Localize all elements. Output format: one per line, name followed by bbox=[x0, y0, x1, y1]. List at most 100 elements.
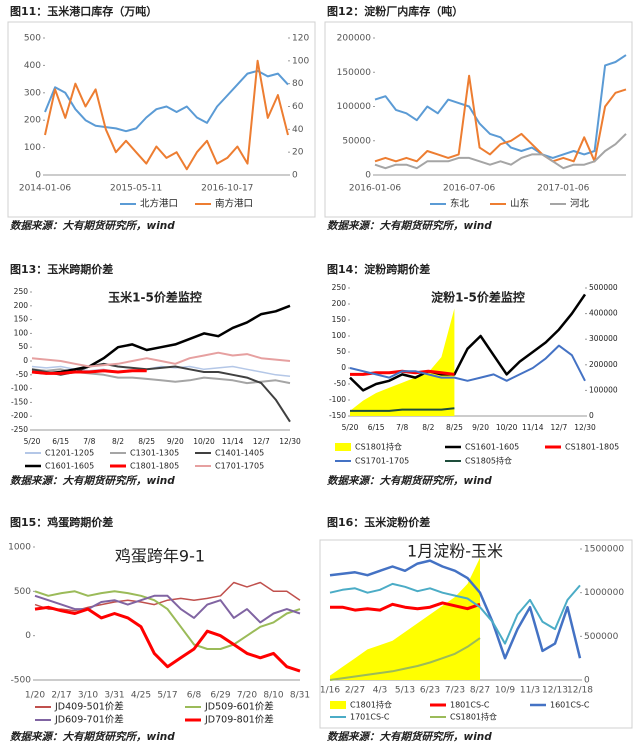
x-tick-label: 2017-01-06 bbox=[537, 184, 590, 194]
line bbox=[34, 605, 301, 673]
y2-tick-label: 1500000 bbox=[584, 545, 624, 555]
legend-label: C1401-1405 bbox=[215, 449, 264, 458]
x-tick-label: 6/23 bbox=[420, 686, 440, 696]
chart-title: 图15：鸡蛋跨期价差 bbox=[10, 515, 113, 529]
y-tick-label: -50 bbox=[16, 370, 28, 379]
chart-title: 图16：玉米淀粉价差 bbox=[327, 515, 430, 529]
line bbox=[31, 369, 147, 375]
y-tick-label: 100000 bbox=[337, 102, 372, 112]
legend-label: 1601CS-C bbox=[550, 701, 590, 710]
y-tick-label: 300 bbox=[24, 88, 41, 98]
area bbox=[330, 557, 480, 680]
y2-tick-label: 200000 bbox=[589, 360, 618, 369]
legend-label: JD409-501价差 bbox=[54, 701, 124, 713]
y2-tick-label: 80 bbox=[292, 79, 304, 89]
line bbox=[349, 293, 587, 392]
y-tick-label: -500 bbox=[11, 676, 32, 686]
x-tick-label: 9/20 bbox=[472, 423, 489, 432]
chart-frame bbox=[7, 21, 316, 218]
x-tick-label: 8/25 bbox=[446, 423, 463, 432]
legend-label: JD509-601价差 bbox=[204, 701, 274, 713]
x-tick-label: 4/3 bbox=[373, 686, 387, 696]
x-tick-label: 8/2 bbox=[112, 437, 124, 446]
y2-tick-label: 1000000 bbox=[584, 588, 624, 598]
y-tick-label: 0 bbox=[365, 171, 371, 181]
legend-swatch bbox=[330, 701, 346, 709]
y2-tick-label: 20 bbox=[292, 148, 304, 158]
y-tick-label: -200 bbox=[11, 411, 28, 420]
y-tick-label: 1000 bbox=[8, 543, 31, 553]
x-tick-label: 2/27 bbox=[345, 686, 365, 696]
x-tick-label: 1/20 bbox=[25, 691, 45, 701]
line bbox=[329, 582, 581, 645]
line bbox=[329, 637, 481, 681]
y2-tick-label: 400000 bbox=[589, 309, 618, 318]
chart-subtitle: 淀粉1-5价差监控 bbox=[431, 290, 525, 305]
y2-tick-label: 100 bbox=[292, 56, 309, 66]
y-tick-label: 100 bbox=[24, 143, 41, 153]
legend-label: C1801持仓 bbox=[350, 700, 392, 710]
legend-label: CS1701-1705 bbox=[355, 457, 409, 466]
y2-tick-label: 60 bbox=[292, 102, 304, 112]
legend-label: CS1801-1805 bbox=[565, 443, 619, 452]
y-tick-label: 0 bbox=[23, 356, 28, 365]
y2-tick-label: 100000 bbox=[589, 385, 618, 394]
line bbox=[31, 304, 291, 375]
x-tick-label: 7/23 bbox=[445, 686, 465, 696]
legend-label: 北方港口 bbox=[140, 198, 178, 210]
y2-tick-label: 500000 bbox=[584, 632, 619, 642]
legend-label: CS1601-1605 bbox=[465, 443, 519, 452]
legend-label: 1701CS-C bbox=[350, 713, 390, 722]
y2-tick-label: 0 bbox=[589, 411, 594, 420]
legend-label: C1201-1205 bbox=[45, 449, 94, 458]
y2-tick-label: 0 bbox=[292, 171, 298, 181]
legend-label: CS1805持仓 bbox=[465, 456, 512, 466]
line bbox=[34, 590, 301, 650]
legend-label: CS1801持仓 bbox=[450, 712, 497, 722]
line bbox=[374, 54, 627, 159]
y-tick-label: 200 bbox=[332, 299, 347, 308]
line bbox=[330, 601, 481, 612]
x-tick-label: 12/7 bbox=[550, 423, 567, 432]
x-tick-label: 12/7 bbox=[253, 437, 270, 446]
legend-swatch bbox=[335, 443, 351, 451]
x-tick-label: 2016-07-06 bbox=[443, 184, 496, 194]
y-tick-label: 0 bbox=[25, 631, 31, 641]
legend-label: 1801CS-C bbox=[450, 701, 490, 710]
y-tick-label: 150 bbox=[14, 315, 29, 324]
legend-label: 山东 bbox=[510, 198, 529, 210]
line bbox=[44, 69, 289, 133]
y-tick-label: 50000 bbox=[342, 136, 371, 146]
chart-subtitle: 1月淀粉-玉米 bbox=[407, 542, 503, 561]
line bbox=[374, 74, 627, 163]
y-tick-label: 500 bbox=[14, 587, 31, 597]
x-tick-label: 6/15 bbox=[368, 423, 385, 432]
x-tick-label: 4/25 bbox=[131, 691, 151, 701]
legend-label: CS1801持仓 bbox=[355, 442, 402, 452]
x-tick-label: 1/16 bbox=[320, 686, 340, 696]
legend-label: C1601-1605 bbox=[45, 462, 94, 471]
line bbox=[44, 59, 289, 171]
x-tick-label: 2014-01-06 bbox=[19, 184, 72, 194]
line bbox=[374, 133, 627, 170]
source-note: 数据来源：大有期货研究所，wind bbox=[327, 474, 492, 487]
x-tick-label: 9/20 bbox=[167, 437, 184, 446]
y-tick-label: 0 bbox=[35, 171, 41, 181]
y2-tick-label: 120 bbox=[292, 34, 309, 44]
legend-label: C1301-1305 bbox=[130, 449, 179, 458]
x-tick-label: 8/27 bbox=[470, 686, 490, 696]
y-tick-label: 200 bbox=[14, 301, 29, 310]
x-tick-label: 5/20 bbox=[24, 437, 41, 446]
x-tick-label: 8/25 bbox=[138, 437, 155, 446]
chart-frame bbox=[319, 539, 633, 729]
y-tick-label: 250 bbox=[14, 287, 29, 296]
source-note: 数据来源：大有期货研究所，wind bbox=[327, 219, 492, 232]
y-tick-label: 50 bbox=[18, 342, 28, 351]
x-tick-label: 2/17 bbox=[51, 691, 71, 701]
x-tick-label: 3/10 bbox=[78, 691, 98, 701]
chart-title: 图14：淀粉跨期价差 bbox=[327, 262, 430, 276]
y-tick-label: -50 bbox=[334, 379, 346, 388]
source-note: 数据来源：大有期货研究所，wind bbox=[10, 474, 175, 487]
y-tick-label: -100 bbox=[329, 395, 346, 404]
legend-label: C1701-1705 bbox=[215, 462, 264, 471]
